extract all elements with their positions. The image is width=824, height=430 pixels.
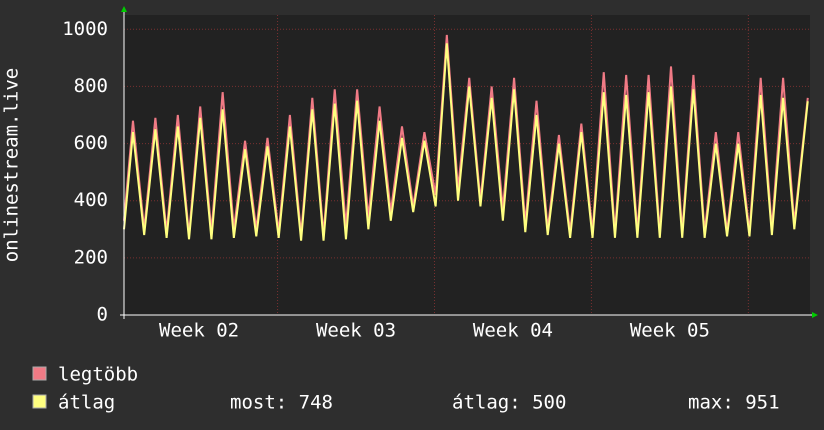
y-tick-label: 200 <box>74 246 108 268</box>
legend-label: legtöbb <box>58 364 138 386</box>
x-tick-label: Week 02 <box>159 320 239 342</box>
plot-area <box>124 15 810 315</box>
y-arrow <box>121 6 127 12</box>
y-tick-label: 800 <box>74 75 108 97</box>
legend-label: átlag <box>58 392 115 414</box>
y-tick-label: 0 <box>97 304 108 326</box>
y-tick-label: 1000 <box>62 18 108 40</box>
x-tick-label: Week 05 <box>630 320 710 342</box>
y-tick-label: 600 <box>74 132 108 154</box>
legend-swatch <box>32 394 47 409</box>
x-tick-label: Week 04 <box>473 320 553 342</box>
stat: átlag: 500 <box>452 392 566 414</box>
stat: max: 951 <box>688 392 780 414</box>
y-tick-label: 400 <box>74 189 108 211</box>
lines <box>123 34 809 241</box>
y-axis-label: onlinestream.live <box>1 68 23 262</box>
stat: most: 748 <box>230 392 333 414</box>
legend-swatch <box>32 366 47 381</box>
x-arrow <box>812 312 818 318</box>
x-tick-label: Week 03 <box>316 320 396 342</box>
series-line <box>123 43 809 241</box>
